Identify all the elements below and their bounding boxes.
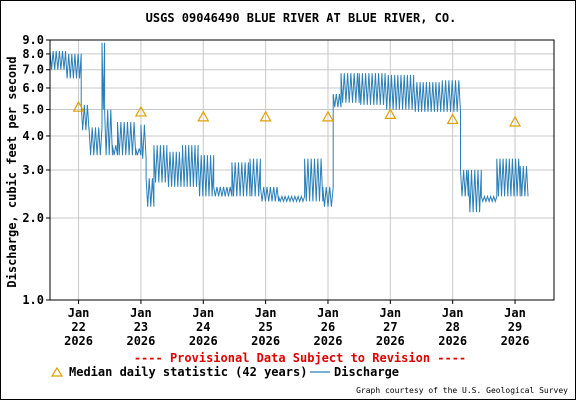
x-tick-label: Jan: [255, 306, 277, 320]
x-tick-label: 27: [383, 320, 397, 334]
provisional-notice: ---- Provisional Data Subject to Revisio…: [134, 351, 466, 365]
median-point: [509, 115, 522, 127]
x-tick-label: 26: [321, 320, 335, 334]
x-tick-label: 2026: [314, 334, 343, 348]
y-tick-label: 2.0: [22, 211, 44, 225]
y-tick-label: 9.0: [22, 33, 44, 47]
discharge-line: [49, 42, 529, 213]
plot-series: [49, 42, 529, 213]
x-tick-label: Jan: [379, 306, 401, 320]
x-tick-label: Jan: [130, 306, 152, 320]
x-tick-label: 2026: [501, 334, 530, 348]
median-point: [197, 110, 210, 122]
x-tick-label: 22: [71, 320, 85, 334]
x-tick-label: 2026: [251, 334, 280, 348]
usgs-credit: Graph courtesy of the U.S. Geological Su…: [356, 386, 568, 395]
legend-discharge-label: Discharge: [334, 365, 399, 379]
y-tick-label: 5.0: [22, 103, 44, 117]
x-tick-label: 2026: [438, 334, 467, 348]
y-axis-label: Discharge, cubic feet per second: [5, 56, 19, 287]
median-point: [134, 105, 147, 117]
median-point: [446, 113, 459, 125]
legend-median-marker: [50, 366, 64, 377]
median-point: [259, 110, 272, 122]
x-tick-label: 24: [196, 320, 210, 334]
legend-median-label: Median daily statistic (42 years): [69, 365, 307, 379]
x-tick-label: Jan: [68, 306, 90, 320]
x-tick-label: 25: [258, 320, 272, 334]
x-tick-label: Jan: [442, 306, 464, 320]
x-tick-label: 2026: [189, 334, 218, 348]
x-tick-label: Jan: [192, 306, 214, 320]
plot-area-border: [49, 39, 555, 301]
x-tick-label: Jan: [504, 306, 526, 320]
y-tick-label: 3.0: [22, 163, 44, 177]
median-point: [384, 108, 397, 119]
median-point: [321, 110, 334, 122]
chart-title: USGS 09046490 BLUE RIVER AT BLUE RIVER, …: [146, 11, 457, 25]
axis-tick-labels: 1.02.03.04.05.06.07.08.09.0Jan222026Jan2…: [22, 33, 529, 348]
x-tick-label: 23: [134, 320, 148, 334]
y-tick-label: 8.0: [22, 47, 44, 61]
x-tick-label: Jan: [317, 306, 339, 320]
y-tick-label: 4.0: [22, 129, 44, 143]
legend: Median daily statistic (42 years) Discha…: [50, 365, 399, 379]
y-tick-label: 1.0: [22, 293, 44, 307]
x-tick-label: 29: [508, 320, 522, 334]
y-tick-label: 7.0: [22, 63, 44, 77]
x-tick-label: 2026: [126, 334, 155, 348]
median-point: [72, 100, 85, 112]
y-tick-label: 6.0: [22, 81, 44, 95]
x-tick-label: 28: [445, 320, 459, 334]
x-tick-label: 2026: [64, 334, 93, 348]
x-tick-label: 2026: [376, 334, 405, 348]
